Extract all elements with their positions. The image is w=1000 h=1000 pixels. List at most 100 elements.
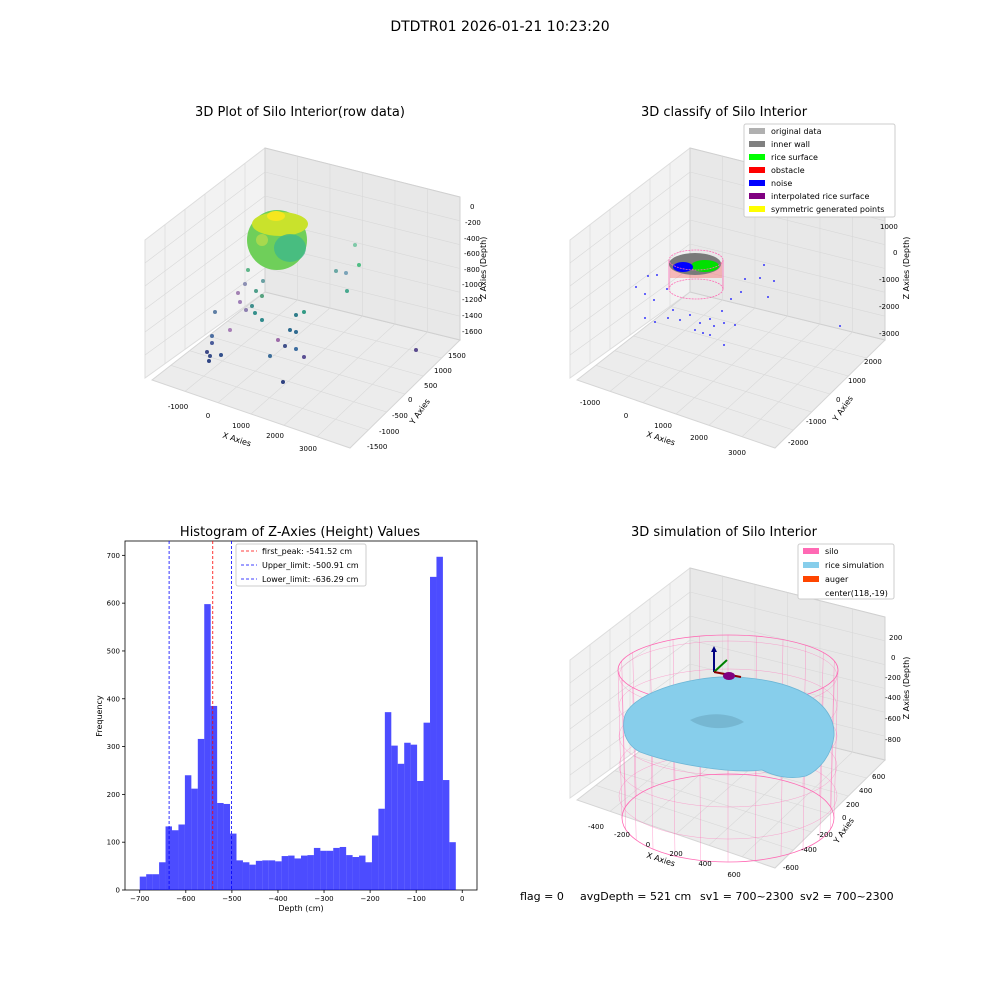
panel1-cloud-shade xyxy=(274,234,306,262)
histogram-bar xyxy=(288,855,295,890)
noise-point xyxy=(723,344,725,346)
histogram-bar xyxy=(313,847,321,890)
panel2-silo xyxy=(668,249,724,300)
histogram-bars xyxy=(139,556,456,890)
histogram-x-tick-label: −300 xyxy=(314,895,333,903)
panel2-z-ticks: 1000 0 -1000 -2000 -3000 xyxy=(879,223,899,338)
histogram-bar xyxy=(391,745,398,890)
panel1-grid xyxy=(144,156,461,437)
histogram-y-tick-label: 200 xyxy=(107,791,120,799)
histogram-bar xyxy=(262,860,269,890)
legend-swatch-symmetric xyxy=(749,206,765,212)
noise-point xyxy=(689,314,691,316)
noise-point xyxy=(647,275,649,277)
scatter-point xyxy=(344,271,348,275)
panel2-ztick: -3000 xyxy=(879,330,899,338)
panel1-ytick: 500 xyxy=(424,382,437,390)
noise-point xyxy=(723,322,725,324)
grid-line xyxy=(689,267,886,317)
panel2-legend: original data inner wall rice surface ob… xyxy=(743,123,896,218)
panel2-ytick: -2000 xyxy=(788,439,808,447)
panel2-xtick: -1000 xyxy=(580,399,600,407)
histogram-bar xyxy=(365,862,372,890)
scatter-point xyxy=(414,348,418,352)
histogram-bar xyxy=(449,842,456,890)
histogram-bar xyxy=(217,802,224,890)
histogram-x-tick-label: −500 xyxy=(222,895,241,903)
panel-raw-3d: 3D Plot of Silo Interior(row data) -1000… xyxy=(144,105,488,453)
panel1-x-ticks: -1000 0 1000 2000 3000 xyxy=(168,403,317,453)
noise-point xyxy=(744,278,746,280)
noise-point xyxy=(773,280,775,282)
panel4-ytick: -600 xyxy=(783,864,799,872)
scatter-point xyxy=(236,291,240,295)
panel4-x-ticks: -400 -200 0 200 400 600 xyxy=(588,823,741,879)
histogram-y-tick-label: 400 xyxy=(107,695,120,703)
histogram-bar xyxy=(146,874,153,890)
panel4-ytick: 400 xyxy=(859,787,872,795)
panel1-ytick: 1500 xyxy=(448,352,466,360)
histogram-bar xyxy=(384,712,392,890)
legend-label-symmetric: symmetric generated points xyxy=(771,205,884,214)
histogram-bar xyxy=(326,850,334,890)
scatter-point xyxy=(246,268,250,272)
scatter-point xyxy=(253,311,257,315)
legend-label-obstacle: obstacle xyxy=(771,166,805,175)
panel1-xlabel: X Axies xyxy=(221,431,252,449)
panel2-y-ticks: -2000 -1000 0 1000 2000 xyxy=(788,358,882,447)
auger-arrow-z xyxy=(711,646,717,652)
panel4-y-ticks: -600 -400 -200 0 200 400 600 xyxy=(783,773,885,872)
scatter-point xyxy=(276,338,280,342)
scatter-point xyxy=(213,310,217,314)
scatter-point xyxy=(219,353,223,357)
legend-label-silo: silo xyxy=(825,547,839,556)
panel2-ztick: -2000 xyxy=(879,303,899,311)
legend-swatch-noise xyxy=(749,180,765,186)
silo-strut xyxy=(621,679,626,830)
panel4-xtick: -400 xyxy=(588,823,604,831)
panel2-noise-cluster xyxy=(673,262,693,272)
histogram-bar xyxy=(152,874,160,890)
histogram-y-tick-label: 700 xyxy=(107,552,120,560)
grid-line xyxy=(316,331,428,437)
histogram-bar xyxy=(230,833,237,890)
noise-point xyxy=(709,334,711,336)
histogram-bar xyxy=(268,860,276,890)
histogram-bar xyxy=(139,876,147,890)
panel1-cloud-top xyxy=(252,212,308,236)
panel2-noise-points xyxy=(635,264,841,346)
histogram-bar xyxy=(307,855,314,890)
panel1-scatter-points xyxy=(205,243,418,384)
histogram-bar xyxy=(359,855,366,890)
legend-label-noise: noise xyxy=(771,179,792,188)
panel4-legend: silo rice simulation auger center(118,-1… xyxy=(797,543,895,600)
footer-flag: flag = 0 xyxy=(520,890,564,903)
noise-point xyxy=(713,325,715,327)
panel4-xtick: 400 xyxy=(698,860,711,868)
scatter-point xyxy=(243,282,247,286)
histogram-bar xyxy=(249,864,256,890)
scatter-point xyxy=(281,380,285,384)
panel2-ztick: 0 xyxy=(893,249,897,257)
histogram-bar xyxy=(178,824,185,890)
rice-simulation-surface xyxy=(623,676,835,778)
panel3-ylabel: Frequency xyxy=(95,695,104,737)
noise-point xyxy=(740,291,742,293)
noise-point xyxy=(644,317,646,319)
histogram-bar xyxy=(397,763,405,890)
panel1-title: 3D Plot of Silo Interior(row data) xyxy=(195,105,405,120)
histogram-x-tick-label: −600 xyxy=(176,895,195,903)
panel1-ztick: -1200 xyxy=(462,296,482,304)
noise-point xyxy=(721,310,723,312)
histogram-x-tick-label: 0 xyxy=(460,895,464,903)
scatter-point xyxy=(261,279,265,283)
auger-marker xyxy=(711,646,742,680)
panel1-xtick: -1000 xyxy=(168,403,188,411)
panel4-ytick: 600 xyxy=(872,773,885,781)
scatter-point xyxy=(288,328,292,332)
histogram-bar xyxy=(223,803,231,890)
panel2-rice-surface xyxy=(691,260,719,272)
histogram-bar xyxy=(423,722,430,890)
panel2-xtick: 0 xyxy=(624,412,628,420)
